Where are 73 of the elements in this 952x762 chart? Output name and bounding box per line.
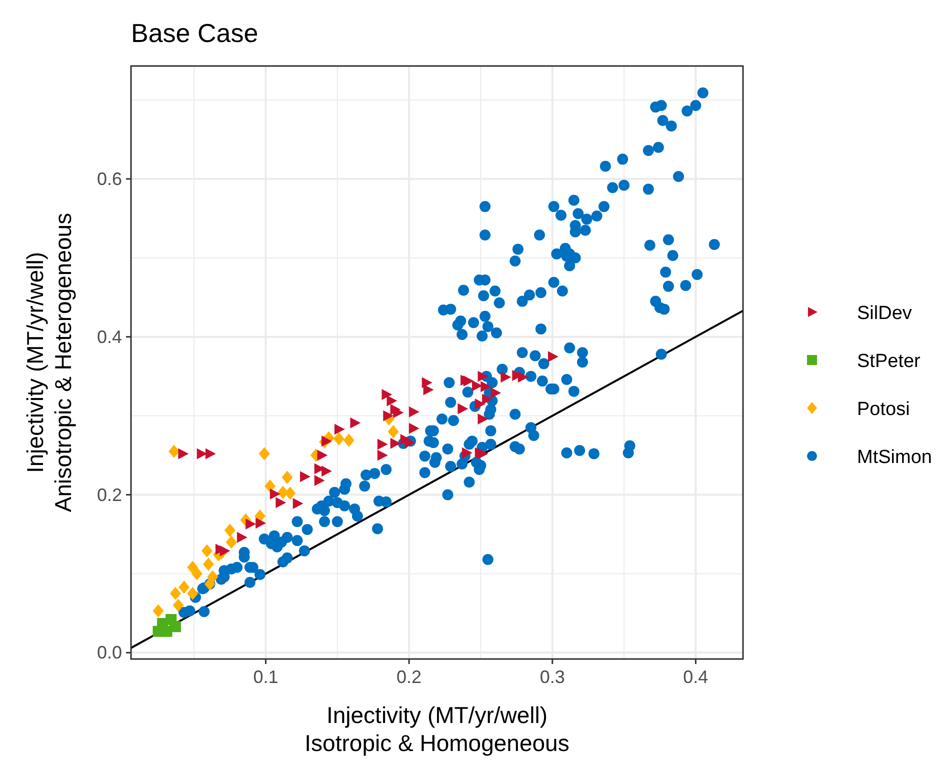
legend-label: StPeter	[857, 351, 922, 372]
x-axis-title: Injectivity (MT/yr/well) Isotropic & Homogeneous	[304, 702, 570, 756]
point	[490, 387, 502, 398]
legend-label: MtSimon	[857, 447, 932, 468]
point	[390, 438, 401, 449]
point	[463, 376, 474, 387]
point	[377, 450, 388, 461]
point	[264, 479, 276, 493]
point	[205, 448, 216, 460]
point	[236, 532, 248, 543]
point	[548, 351, 558, 362]
point	[178, 448, 189, 460]
point	[478, 370, 488, 382]
point	[314, 475, 325, 486]
point	[202, 558, 214, 571]
point	[322, 436, 332, 447]
legend-label: Potosi	[857, 399, 910, 420]
point	[408, 406, 420, 418]
point	[226, 536, 237, 549]
point	[322, 466, 332, 477]
point	[350, 417, 361, 428]
point	[201, 544, 212, 558]
point	[284, 486, 296, 500]
point	[300, 471, 310, 482]
point	[383, 410, 394, 422]
point	[518, 372, 528, 383]
chart-title: Base Case	[131, 18, 258, 48]
x-tick-label: 0.2	[396, 667, 422, 687]
point	[220, 545, 230, 556]
x-tick-label: 0.4	[683, 667, 708, 687]
point	[276, 497, 286, 508]
point	[482, 394, 492, 405]
point	[172, 598, 184, 612]
point	[377, 438, 388, 450]
point	[292, 498, 304, 509]
point	[500, 372, 512, 383]
point	[462, 447, 472, 458]
point	[408, 422, 420, 434]
point	[187, 586, 198, 600]
y-tick-label: 0.4	[96, 326, 122, 347]
point	[480, 381, 492, 392]
legend-label: SilDev	[857, 303, 912, 324]
point	[422, 377, 432, 388]
y-tick-label: 0.6	[96, 168, 122, 189]
point	[388, 424, 399, 438]
point	[386, 395, 398, 406]
point	[224, 524, 236, 537]
point	[334, 424, 345, 435]
x-tick-label: 0.1	[253, 667, 278, 687]
point	[256, 518, 266, 529]
y-tick-label: 0.2	[96, 484, 122, 505]
point	[178, 580, 190, 594]
point	[474, 398, 486, 410]
point	[478, 448, 488, 460]
x-tick-label: 0.3	[540, 667, 565, 687]
point	[270, 488, 280, 500]
point	[317, 450, 328, 461]
point	[258, 447, 270, 460]
point	[382, 388, 392, 400]
point	[191, 567, 202, 580]
y-tick-label: 0.0	[96, 642, 122, 663]
point	[333, 432, 344, 446]
y-axis-title: Injectivity (MT/yr/well) Anisotropic & Heterogeneous	[22, 212, 76, 512]
point	[170, 586, 181, 600]
point	[472, 380, 482, 392]
point	[152, 604, 164, 618]
point	[246, 518, 256, 530]
point	[168, 444, 180, 458]
point	[458, 403, 468, 414]
point	[423, 384, 434, 396]
point	[282, 470, 293, 484]
point	[478, 413, 488, 424]
point	[343, 434, 354, 447]
